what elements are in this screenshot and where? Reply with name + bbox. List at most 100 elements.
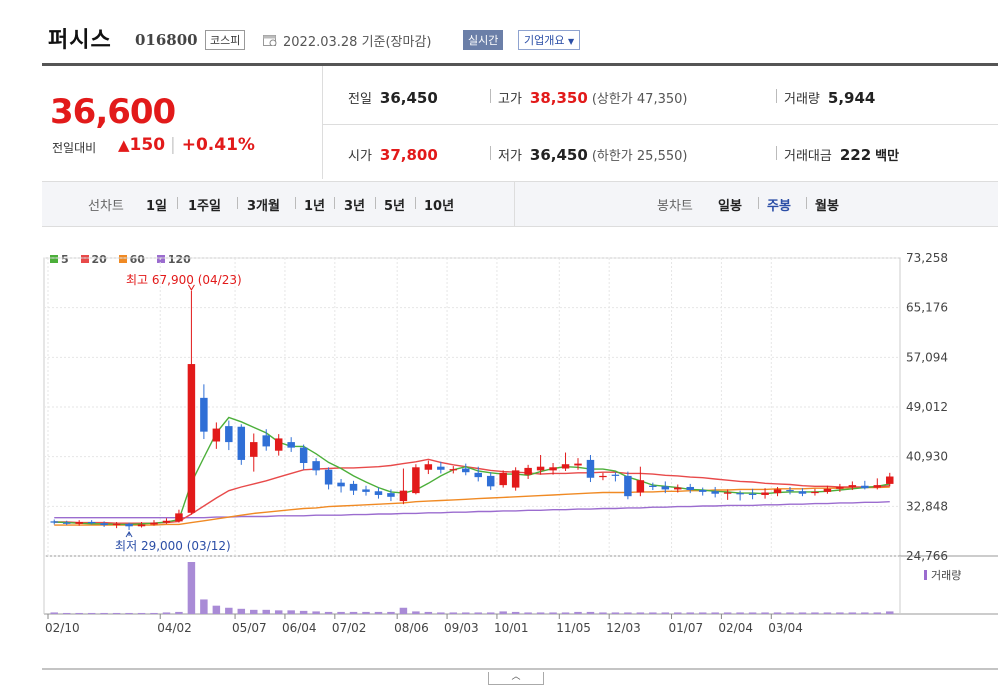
volume-bar bbox=[50, 612, 58, 614]
line-chart-label: 선차트 bbox=[88, 199, 124, 214]
candle bbox=[586, 455, 595, 483]
candle bbox=[474, 466, 482, 482]
volume-bar bbox=[798, 612, 807, 614]
y-tick-label: 57,094 bbox=[906, 350, 948, 364]
candle-body bbox=[50, 521, 58, 523]
candle bbox=[736, 490, 744, 501]
period-3y[interactable]: 3년 bbox=[344, 199, 366, 214]
volume-bar bbox=[561, 612, 570, 614]
price-info-grid: 전일 36,450 고가 38,350 (상한가 47,350) 거래량 5,944 시… bbox=[323, 66, 998, 179]
candle bbox=[412, 464, 420, 495]
separator bbox=[295, 197, 296, 209]
volume-bar bbox=[574, 611, 582, 614]
period-1y[interactable]: 1년 bbox=[304, 199, 326, 214]
low-value: 36,450 bbox=[529, 146, 588, 164]
candle bbox=[836, 483, 844, 492]
y-tick-label: 49,012 bbox=[906, 400, 948, 414]
candle bbox=[536, 455, 545, 475]
volume-bar bbox=[848, 612, 857, 614]
candle bbox=[362, 485, 370, 496]
high-value: 38,350 bbox=[529, 89, 588, 107]
volume-bar bbox=[200, 599, 208, 614]
upper-limit: (상한가 47,350) bbox=[591, 92, 688, 107]
candle-daily[interactable]: 일봉 bbox=[718, 199, 742, 214]
volume-bar bbox=[112, 612, 121, 614]
volume-bar bbox=[736, 612, 744, 614]
company-info-dropdown[interactable]: 기업개요 ▼ bbox=[518, 30, 581, 50]
candle bbox=[786, 486, 794, 495]
volume-bar bbox=[250, 609, 258, 614]
y-tick-label: 65,176 bbox=[906, 301, 948, 315]
volume-bar bbox=[150, 612, 158, 614]
candle-weekly[interactable]: 주봉 bbox=[767, 199, 791, 214]
volume-bar bbox=[486, 612, 495, 614]
candle-body bbox=[599, 475, 607, 478]
candle bbox=[624, 471, 632, 500]
candle bbox=[811, 488, 819, 496]
volume-label: 거래량 bbox=[784, 92, 820, 107]
candle bbox=[486, 472, 495, 491]
legend-ma5: 5 bbox=[50, 253, 69, 266]
x-tick-label: 07/02 bbox=[332, 621, 367, 635]
candle-body bbox=[150, 522, 158, 525]
volume-bar bbox=[449, 612, 458, 614]
candle-body bbox=[125, 523, 133, 527]
volume-bar bbox=[536, 612, 545, 614]
volume-legend: 거래량 bbox=[931, 569, 961, 582]
period-1d[interactable]: 1일 bbox=[146, 199, 168, 214]
candle-body bbox=[349, 483, 358, 491]
moving-averages bbox=[54, 416, 890, 526]
separator bbox=[758, 197, 759, 209]
volume-bar bbox=[137, 612, 146, 614]
y-tick-label: 40,930 bbox=[906, 450, 948, 464]
candle bbox=[337, 478, 345, 493]
candle bbox=[823, 485, 832, 494]
candle bbox=[349, 480, 358, 495]
volume-bar bbox=[75, 612, 83, 614]
x-tick-label: 03/04 bbox=[768, 621, 803, 635]
candle-body bbox=[561, 464, 570, 469]
collapse-button[interactable]: ︿ bbox=[488, 672, 544, 685]
candle-body bbox=[873, 485, 882, 488]
candle bbox=[686, 483, 694, 494]
stock-chart[interactable]: 73,258 65,176 57,094 49,012 40,930 32,848 24,7… bbox=[0, 240, 998, 690]
volume-bar bbox=[187, 562, 196, 614]
candle-body bbox=[536, 466, 545, 471]
volume-bar bbox=[237, 608, 246, 614]
candle bbox=[449, 466, 458, 474]
candle-monthly[interactable]: 월봉 bbox=[815, 199, 839, 214]
volume-bar bbox=[424, 611, 433, 614]
candle-body bbox=[474, 472, 482, 478]
volume-bar bbox=[387, 611, 395, 614]
volume-bar bbox=[274, 610, 283, 614]
high-annotation: 최고 67,900 (04/23) bbox=[126, 273, 242, 287]
calendar-icon bbox=[263, 35, 277, 46]
low-label: 저가 bbox=[498, 149, 522, 164]
ma120-line bbox=[54, 501, 890, 519]
period-1w[interactable]: 1주일 bbox=[188, 199, 221, 214]
high-arrowhead bbox=[187, 284, 195, 291]
ma5-line bbox=[54, 416, 890, 526]
candle bbox=[187, 290, 196, 515]
candle bbox=[399, 468, 408, 505]
prev-close: 전일 36,450 bbox=[348, 88, 438, 107]
legend-swatch bbox=[50, 255, 58, 263]
period-5y[interactable]: 5년 bbox=[384, 199, 406, 214]
realtime-button[interactable]: 실시간 bbox=[463, 30, 504, 50]
candle bbox=[324, 467, 333, 490]
candle-body bbox=[649, 485, 657, 487]
volume-bar bbox=[686, 612, 694, 614]
open-price: 시가 37,800 bbox=[348, 145, 438, 164]
candle-body bbox=[698, 490, 707, 492]
candle-body bbox=[449, 469, 458, 471]
candle bbox=[698, 487, 707, 496]
x-tick-label: 02/10 bbox=[45, 621, 80, 635]
candle-body bbox=[399, 490, 408, 502]
x-tick-label: 11/05 bbox=[556, 621, 591, 635]
high-label: 고가 bbox=[498, 92, 522, 107]
x-tick-label: 06/04 bbox=[282, 621, 317, 635]
chevron-down-icon: ▼ bbox=[567, 37, 575, 46]
candle bbox=[599, 472, 607, 481]
period-10y[interactable]: 10년 bbox=[424, 199, 455, 214]
period-3m[interactable]: 3개월 bbox=[247, 199, 280, 214]
